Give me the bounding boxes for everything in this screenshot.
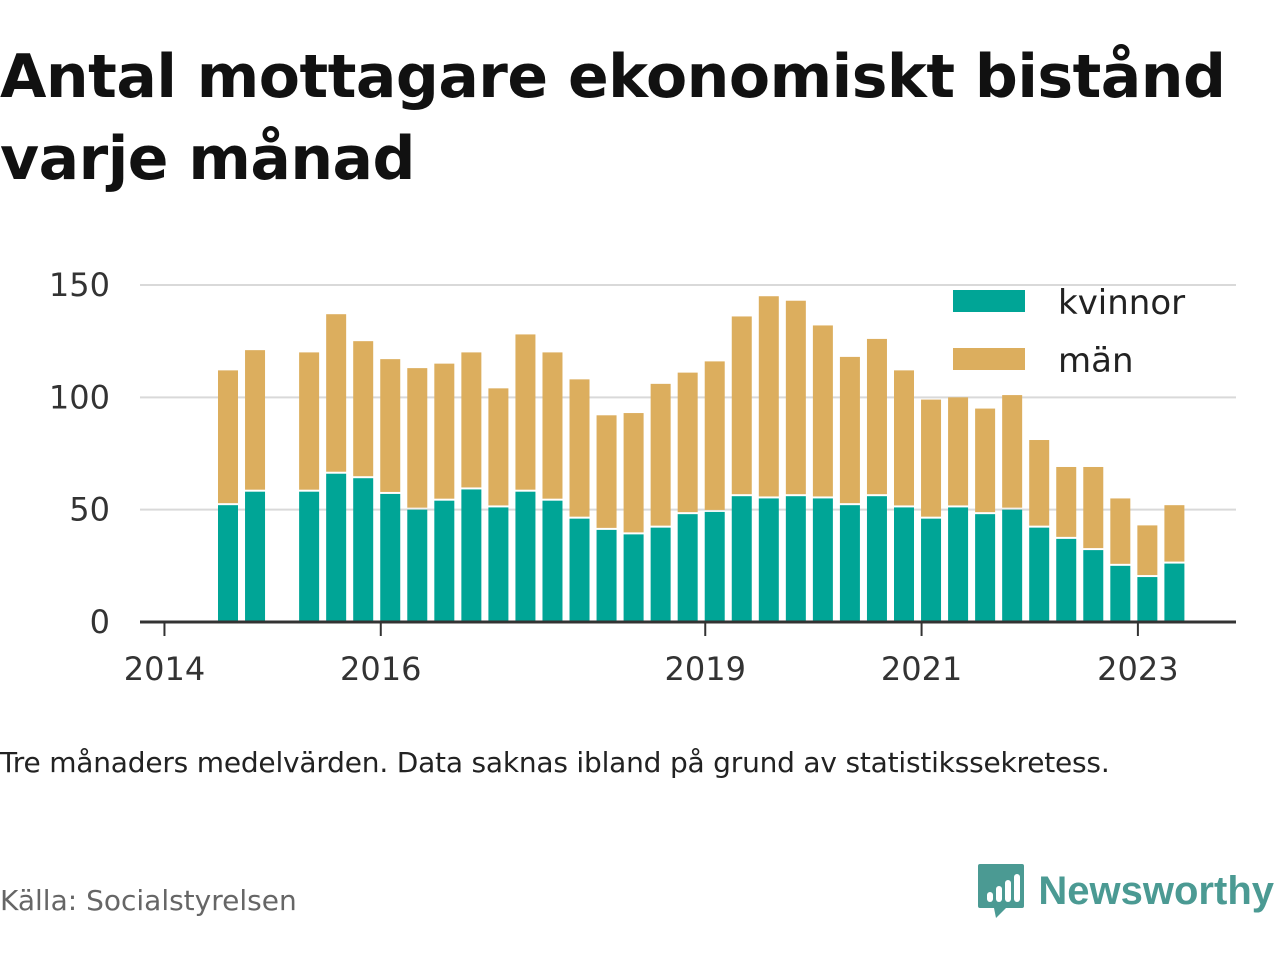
bar-man [434, 364, 454, 499]
bar-man [867, 339, 887, 494]
bar-kvinnor [975, 514, 995, 622]
x-axis: 2014 2016 2019 2021 2023 [124, 622, 1236, 688]
bar-kvinnor [597, 530, 617, 622]
bar-kvinnor [1002, 510, 1022, 622]
bar-kvinnor [786, 496, 806, 622]
bar-kvinnor [1029, 528, 1049, 622]
x-tick-label: 2021 [881, 650, 962, 688]
bar-kvinnor [461, 489, 481, 622]
bar-man [488, 388, 508, 505]
source-text: Källa: Socialstyrelsen [0, 884, 297, 917]
bar-man [1110, 498, 1130, 563]
bar-kvinnor [1164, 564, 1184, 622]
bar-kvinnor [353, 478, 373, 622]
y-tick-label: 100 [49, 378, 110, 416]
bar-kvinnor [705, 512, 725, 622]
bar-kvinnor [867, 496, 887, 622]
bar-kvinnor [515, 492, 535, 622]
chart-note: Tre månaders medelvärden. Data saknas ib… [0, 746, 1110, 779]
legend: kvinnor män [953, 283, 1185, 381]
bar-kvinnor [840, 505, 860, 622]
bar-man [948, 397, 968, 505]
bar-man [515, 334, 535, 489]
bar-man [570, 379, 590, 516]
bar-kvinnor [1083, 550, 1103, 622]
bar-man [975, 409, 995, 513]
chart-title: Antal mottagare ekonomiskt bistånd varje… [0, 36, 1275, 200]
bar-kvinnor [380, 494, 400, 622]
bar-man [678, 373, 698, 513]
bar-man [299, 352, 319, 489]
brand-name: Newsworthy [1038, 869, 1274, 914]
x-tick-label: 2014 [124, 650, 205, 688]
bar-man [407, 368, 427, 508]
bar-man [840, 357, 860, 503]
y-tick-label: 50 [69, 491, 110, 529]
bar-man [732, 316, 752, 494]
y-tick-label: 150 [49, 266, 110, 304]
bar-man [461, 352, 481, 487]
bar-man [759, 296, 779, 496]
bar-man [624, 413, 644, 532]
bar-man [1137, 525, 1157, 575]
bar-man [218, 370, 238, 503]
bar-man [651, 384, 671, 526]
x-tick-label: 2016 [340, 650, 421, 688]
bar-kvinnor [570, 519, 590, 622]
bars [218, 296, 1184, 622]
bar-man [1056, 467, 1076, 537]
bar-kvinnor [1056, 539, 1076, 622]
bar-man [1164, 505, 1184, 561]
bar-kvinnor [299, 492, 319, 622]
bar-man [921, 400, 941, 517]
bar-man [786, 301, 806, 494]
bar-man [380, 359, 400, 492]
bar-kvinnor [1137, 577, 1157, 622]
newsworthy-logo-icon [976, 862, 1026, 920]
bar-man [1083, 467, 1103, 548]
bar-man [542, 352, 562, 498]
bar-kvinnor [948, 507, 968, 622]
y-tick-label: 0 [90, 603, 110, 641]
bar-kvinnor [813, 498, 833, 622]
x-tick-label: 2019 [665, 650, 746, 688]
bar-kvinnor [921, 519, 941, 622]
bar-kvinnor [488, 507, 508, 622]
bar-kvinnor [624, 534, 644, 622]
bar-kvinnor [434, 501, 454, 622]
bar-kvinnor [218, 505, 238, 622]
bar-man [813, 325, 833, 496]
bar-kvinnor [245, 492, 265, 622]
bar-kvinnor [326, 474, 346, 622]
bar-kvinnor [678, 514, 698, 622]
bar-man [705, 361, 725, 510]
bar-kvinnor [1110, 566, 1130, 622]
bar-kvinnor [542, 501, 562, 622]
bar-kvinnor [651, 528, 671, 622]
bar-man [894, 370, 914, 505]
bar-man [326, 314, 346, 472]
bar-man [1002, 395, 1022, 508]
legend-swatch-man [953, 348, 1025, 370]
legend-swatch-kvinnor [953, 290, 1025, 312]
x-tick-label: 2023 [1097, 650, 1178, 688]
legend-label-kvinnor: kvinnor [1058, 283, 1185, 323]
bar-man [245, 350, 265, 490]
legend-label-man: män [1058, 341, 1134, 381]
bar-kvinnor [407, 510, 427, 622]
bar-kvinnor [732, 496, 752, 622]
bar-kvinnor [894, 507, 914, 622]
brand-logo: Newsworthy [976, 862, 1274, 920]
y-axis-labels: 0 50 100 150 [49, 266, 110, 641]
bar-man [597, 415, 617, 528]
bar-man [353, 341, 373, 476]
stacked-bar-chart: 0 50 100 150 2014 2016 2019 2021 2023 kvinnor m… [0, 250, 1280, 710]
bar-man [1029, 440, 1049, 526]
bar-kvinnor [759, 498, 779, 622]
